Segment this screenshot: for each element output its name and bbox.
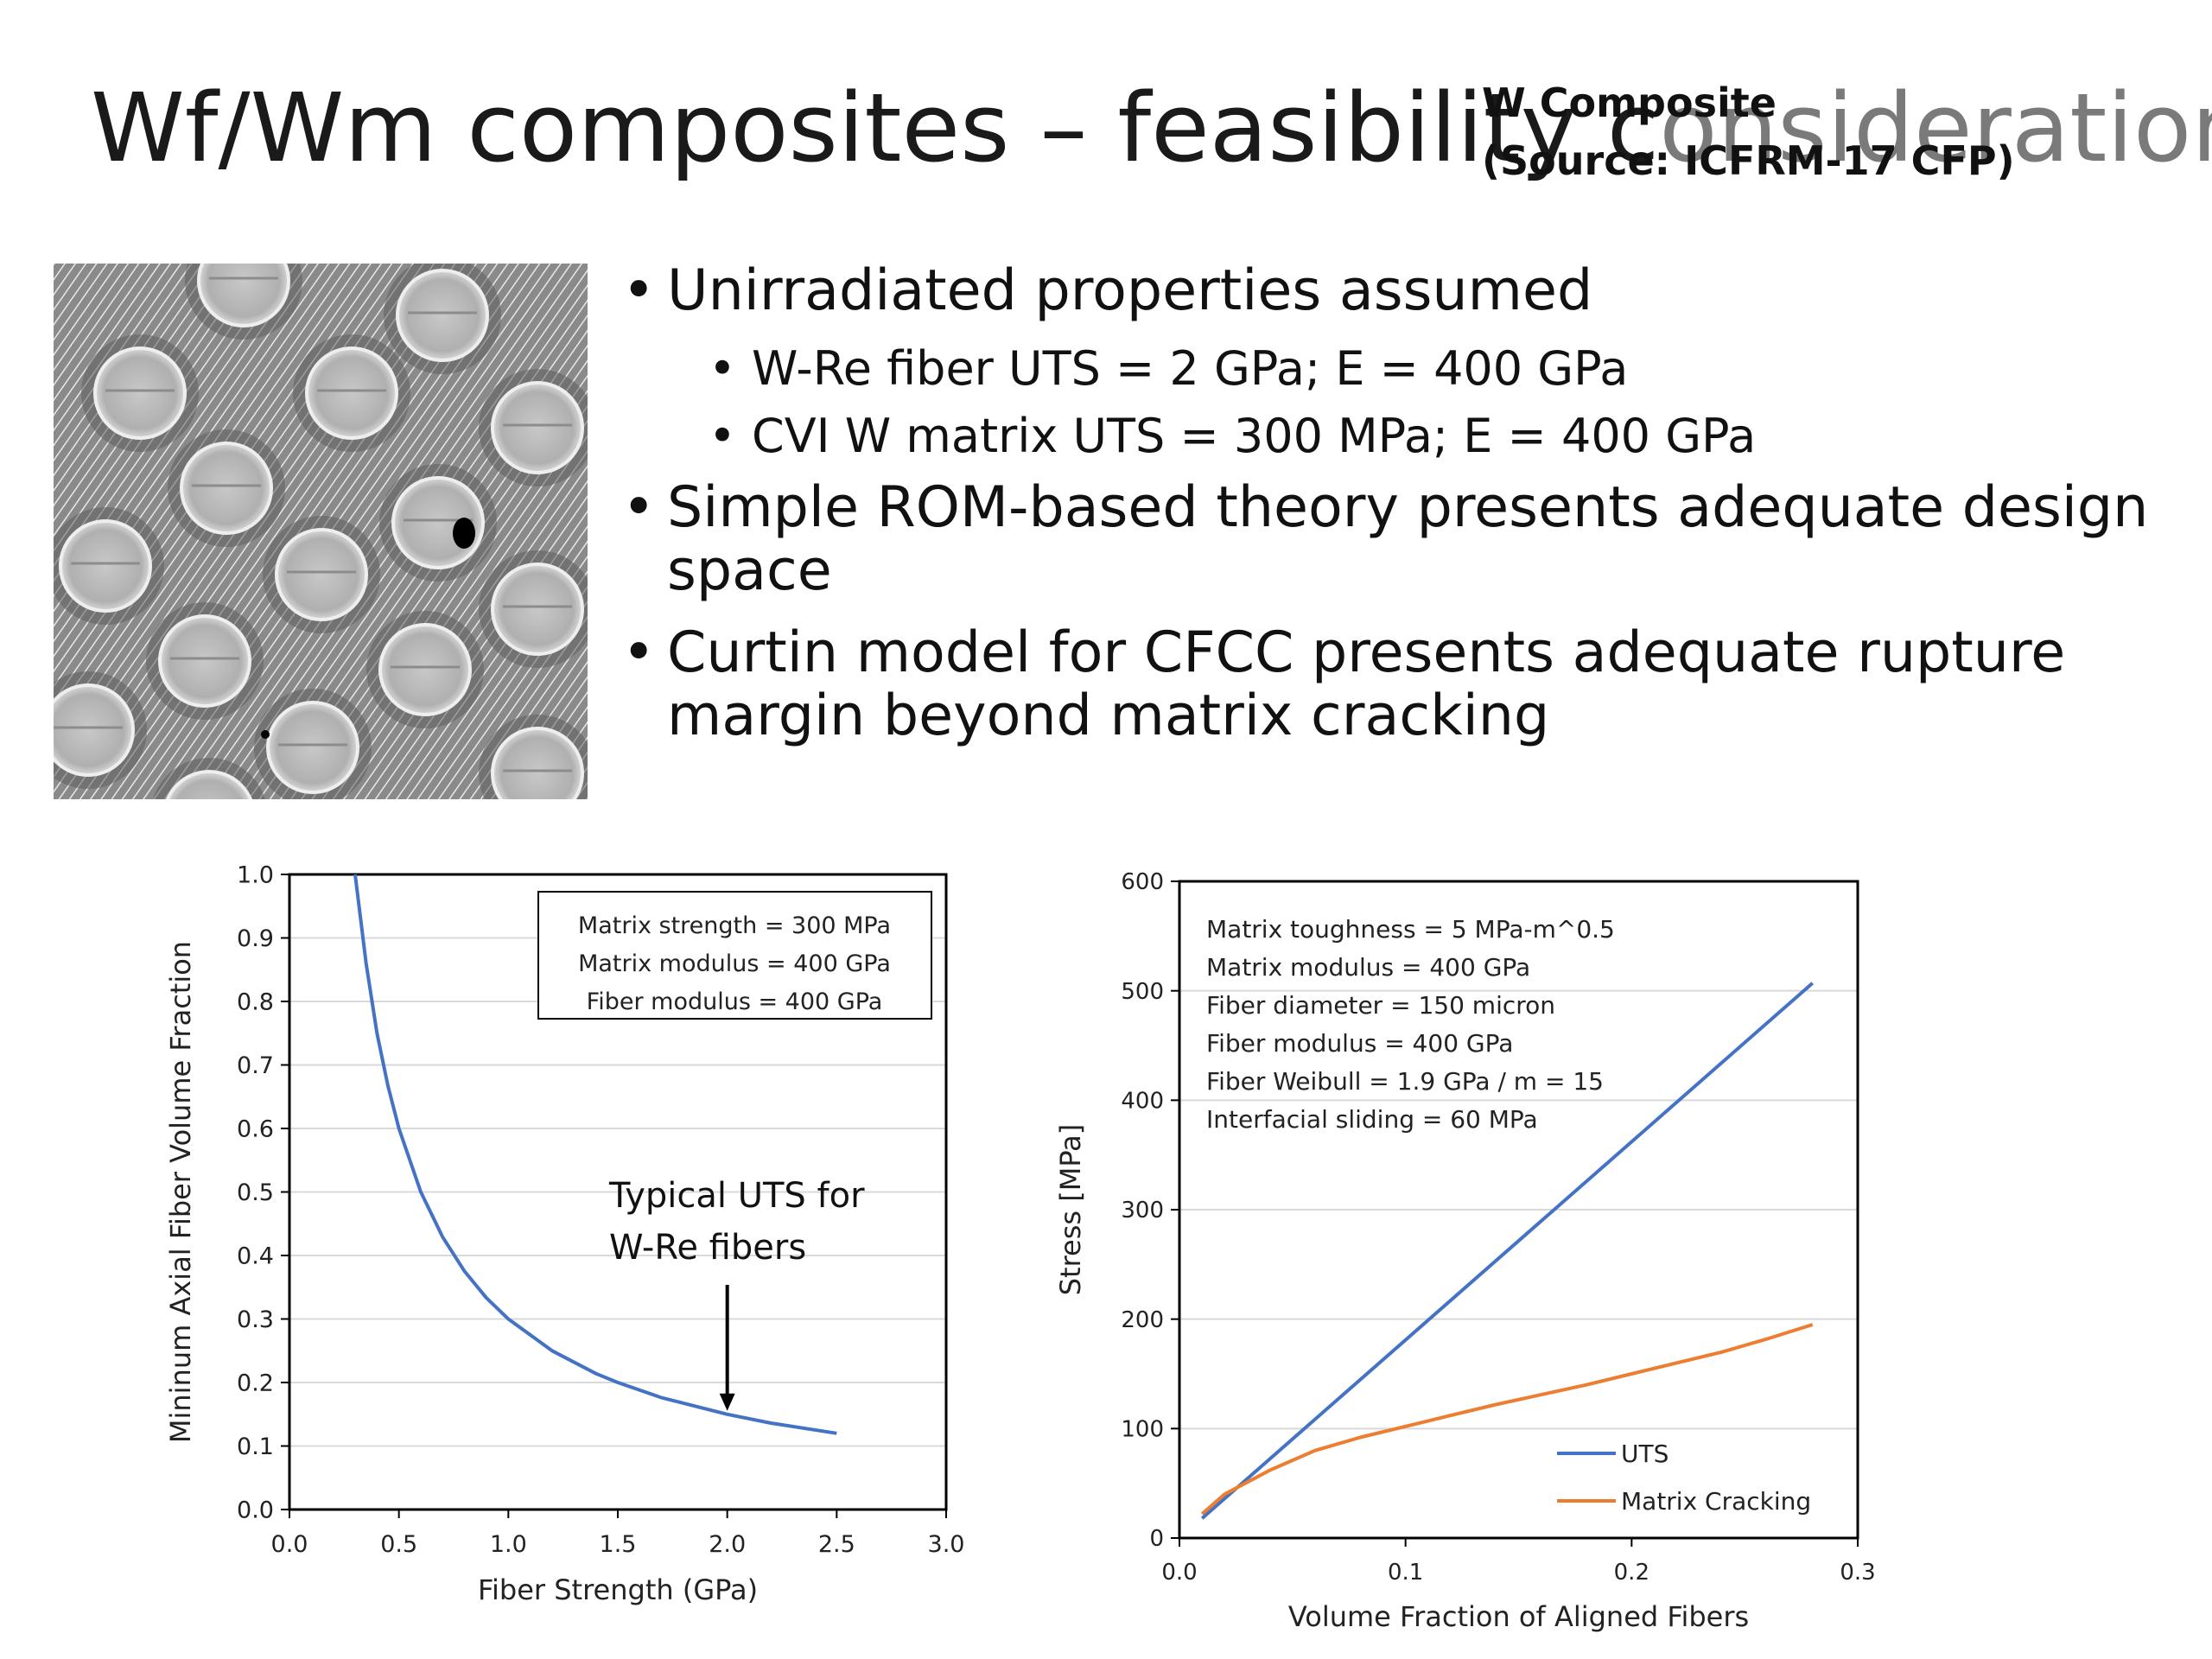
x-tick-label: 0.3 [1840, 1560, 1875, 1586]
slide-title: Wf/Wm composites – feasibility considera… [91, 71, 2212, 185]
annotation-text: W-Re fibers [609, 1228, 806, 1268]
y-axis-label: Mininum Axial Fiber Volume Fraction [164, 941, 197, 1443]
fiber-core [158, 614, 251, 708]
y-tick-label: 0.6 [237, 1116, 274, 1142]
void-spot [453, 518, 475, 549]
sub-bullet-1-2: CVI W matrix UTS = 300 MPa; E = 400 GPa [622, 409, 2177, 464]
x-tick-label: 2.0 [709, 1531, 746, 1558]
y-tick-label: 0.0 [237, 1497, 274, 1523]
fiber-core [491, 381, 584, 474]
bullet-3: Curtin model for CFCC presents adequate … [622, 621, 2177, 747]
note-line: Interfacial sliding = 60 MPa [1206, 1105, 1538, 1134]
source-line-1: W Composite [1482, 79, 1777, 126]
note-line: Matrix modulus = 400 GPa [1206, 953, 1530, 982]
y-tick-label: 0.3 [237, 1306, 274, 1333]
bullet-2: Simple ROM-based theory presents adequat… [622, 476, 2177, 602]
fiber-core [54, 683, 135, 777]
note-line: Fiber diameter = 150 micron [1206, 991, 1555, 1020]
note-line: Fiber modulus = 400 GPa [1206, 1029, 1513, 1058]
info-line: Matrix strength = 300 MPa [578, 912, 891, 939]
fiber-core [93, 346, 187, 440]
y-tick-label: 0.4 [237, 1243, 274, 1269]
y-tick-label: 0.8 [237, 988, 274, 1015]
y-tick-label: 500 [1121, 979, 1164, 1005]
annotation-arrow-head [719, 1393, 735, 1411]
info-line: Fiber modulus = 400 GPa [587, 988, 883, 1015]
fiber-core [266, 701, 359, 794]
source-line-2: (Source: ICFRM-17 CFP) [1482, 137, 2015, 184]
note-line: Fiber Weibull = 1.9 GPa / m = 15 [1206, 1067, 1604, 1096]
y-tick-label: 1.0 [237, 861, 274, 888]
fiber-core [275, 528, 368, 621]
y-tick-label: 200 [1121, 1307, 1164, 1333]
note-line: Matrix toughness = 5 MPa-m^0.5 [1206, 915, 1615, 944]
y-tick-label: 0.9 [237, 925, 274, 952]
bullet-1: Unirradiated properties assumed [622, 259, 2177, 322]
x-tick-label: 0.5 [380, 1531, 417, 1558]
fiber-volume-fraction-chart: 0.0 0.1 0.2 0.3 0.4 0.5 0.6 0.7 0.8 0.9 1.0 0.0 0.5 1… [156, 842, 985, 1624]
fiber-core [305, 346, 398, 440]
y-tick-label: 100 [1121, 1416, 1164, 1442]
composite-micrograph-image [54, 264, 588, 799]
fiber-core [491, 563, 584, 656]
x-tick-label: 1.0 [490, 1531, 527, 1558]
series-line-0 [353, 874, 837, 1435]
sub-bullet-1-1: W-Re fiber UTS = 2 GPa; E = 400 GPa [622, 341, 2177, 397]
y-tick-label: 0.2 [237, 1370, 274, 1396]
source-note: W Composite (Source: ICFRM-17 CFP) [1482, 74, 2015, 189]
x-axis-label: Fiber Strength (GPa) [478, 1573, 758, 1606]
x-tick-label: 0.2 [1614, 1560, 1649, 1586]
fiber-core [180, 442, 273, 535]
x-axis-label: Volume Fraction of Aligned Fibers [1288, 1600, 1749, 1633]
x-tick-label: 0.0 [271, 1531, 308, 1558]
fiber-core [165, 770, 253, 799]
y-axis-label: Stress [MPa] [1054, 1124, 1087, 1296]
stress-vs-volume-fraction-chart: 0 100 200 300 400 500 600 0.0 0.1 0.2 0.3 Volume Fr… [1046, 842, 1910, 1646]
annotation-text: Typical UTS for [608, 1176, 865, 1216]
x-tick-label: 0.0 [1161, 1560, 1197, 1586]
x-tick-label: 3.0 [928, 1531, 965, 1558]
y-tick-label: 400 [1121, 1088, 1164, 1114]
title-tail: onsiderations [1659, 73, 2212, 183]
plot-frame [288, 873, 948, 1511]
fiber-core [59, 519, 152, 613]
info-box [537, 891, 932, 1020]
y-tick-label: 300 [1121, 1198, 1164, 1224]
title-main: Wf/Wm composites – feasibility c [91, 73, 1660, 183]
plot-frame [1178, 880, 1859, 1540]
fiber-core [491, 727, 584, 799]
series-line-uts [1200, 982, 1815, 1520]
series-line-matrix-cracking [1200, 1323, 1814, 1516]
fiber-core [396, 269, 489, 362]
y-tick-label: 0.7 [237, 1052, 274, 1079]
legend-label-uts: UTS [1621, 1440, 1669, 1468]
fiber-core [378, 623, 472, 716]
legend-label-matrix-cracking: Matrix Cracking [1621, 1487, 1811, 1516]
x-tick-label: 2.5 [818, 1531, 855, 1558]
y-tick-label: 0.1 [237, 1433, 274, 1460]
y-tick-label: 0 [1149, 1526, 1164, 1552]
info-line: Matrix modulus = 400 GPa [578, 950, 891, 977]
bullet-list: Unirradiated properties assumed W-Re fib… [622, 259, 2177, 766]
void-spot [261, 730, 270, 739]
y-tick-label: 600 [1121, 869, 1164, 895]
x-tick-label: 0.1 [1388, 1560, 1423, 1586]
y-tick-label: 0.5 [237, 1179, 274, 1206]
x-tick-label: 1.5 [600, 1531, 637, 1558]
